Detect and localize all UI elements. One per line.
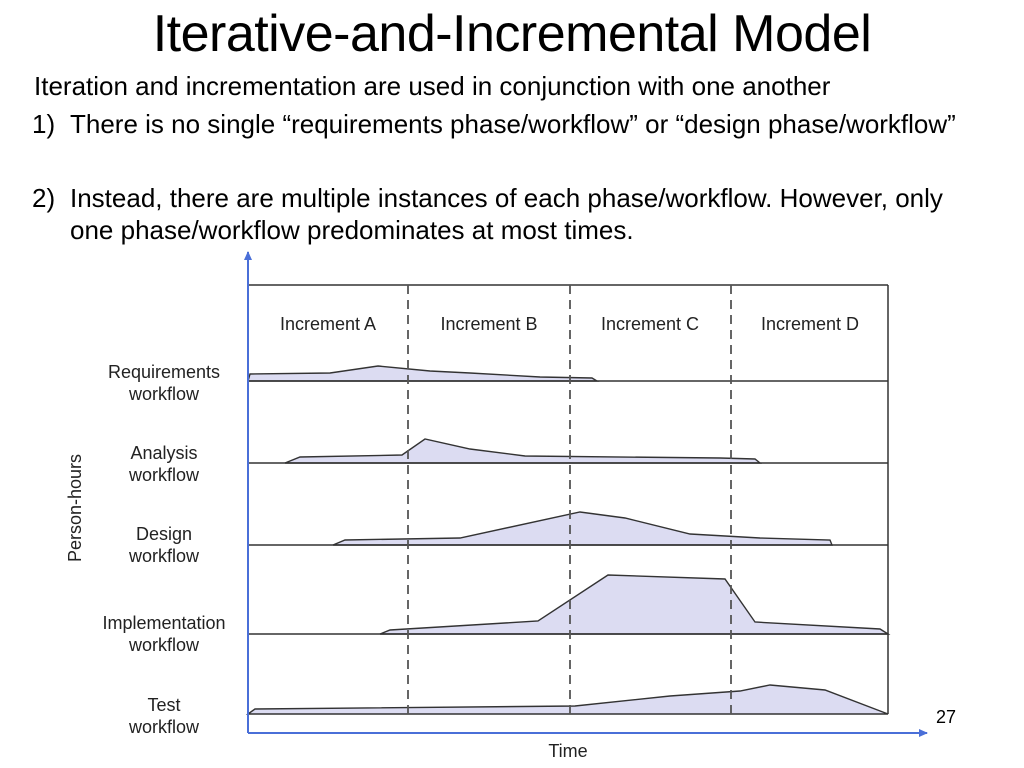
analysis-label-line2: workflow	[128, 465, 200, 485]
analysis-workflow-area	[284, 438, 762, 464]
slide-title: Iterative-and-Incremental Model	[152, 5, 872, 63]
test-label-line1: Test	[147, 695, 180, 715]
implementation-label-line2: workflow	[128, 635, 200, 655]
point-1-number: 1)	[32, 109, 56, 139]
point-2-number: 2)	[32, 183, 56, 213]
design-workflow-area	[332, 511, 834, 546]
increment-label-c: Increment C	[601, 314, 699, 334]
increment-label-a: Increment A	[280, 314, 376, 334]
requirements-workflow-area	[247, 365, 600, 382]
design-label-line1: Design	[136, 524, 192, 544]
point-2-text: Instead, there are multiple instances of…	[70, 183, 943, 245]
test-workflow-area	[245, 684, 889, 715]
intro-text: Iteration and incrementation are used in…	[34, 71, 831, 101]
analysis-label-line1: Analysis	[130, 443, 197, 463]
implementation-label-line1: Implementation	[102, 613, 225, 633]
test-label-line2: workflow	[128, 717, 200, 737]
increment-label-b: Increment B	[440, 314, 537, 334]
y-axis-label: Person-hours	[65, 454, 85, 562]
increment-label-d: Increment D	[761, 314, 859, 334]
x-axis-label: Time	[548, 741, 587, 761]
implementation-workflow-area	[379, 574, 891, 635]
design-label-line2: workflow	[128, 546, 200, 566]
page-number: 27	[936, 707, 957, 727]
requirements-label-line1: Requirements	[108, 362, 220, 382]
requirements-label-line2: workflow	[128, 384, 200, 404]
point-1-text: There is no single “requirements phase/w…	[70, 109, 956, 139]
